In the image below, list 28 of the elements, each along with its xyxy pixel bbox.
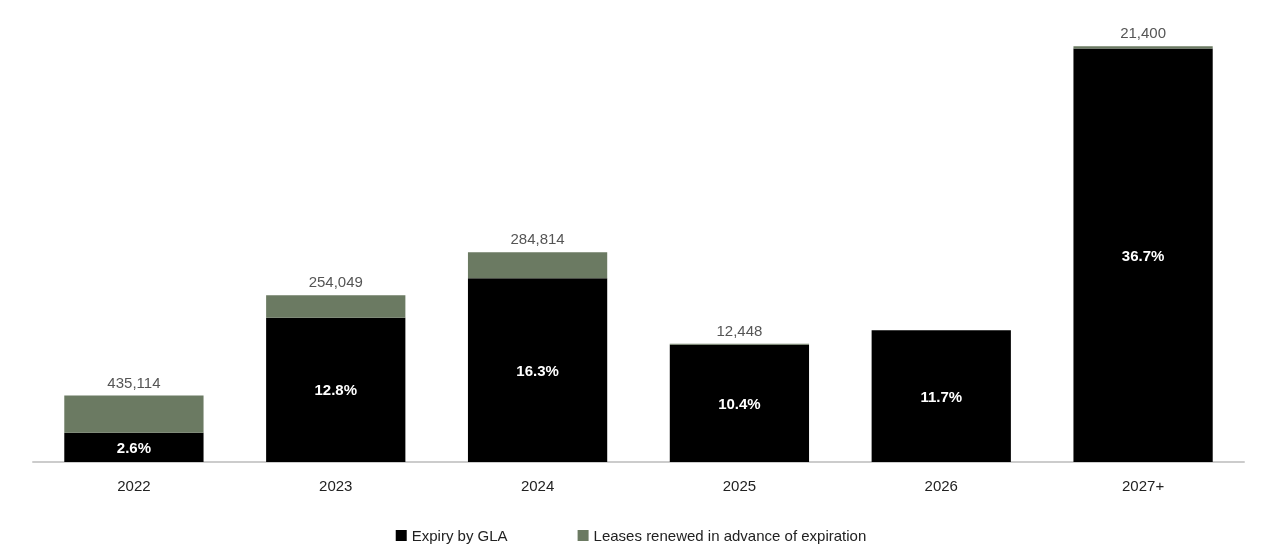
x-tick-label: 2025: [722, 477, 757, 494]
bar: [467, 278, 608, 462]
annotation: 254,049: [308, 273, 363, 291]
x-tick-label: 2022: [117, 477, 151, 494]
bar: [64, 432, 204, 462]
legend-label: Leases renewed in advance of expiration: [593, 527, 867, 544]
data-label: 16.3%: [516, 361, 559, 379]
x-tick-label: 2027+: [1122, 477, 1165, 494]
annotation: 284,814: [510, 230, 565, 248]
data-label: 11.7%: [920, 387, 963, 405]
legend-label: Expiry by GLA: [411, 527, 508, 544]
x-tick-label: 2026: [924, 477, 958, 494]
annotation: 12,448: [716, 321, 763, 339]
x-tick-label: 2023: [319, 477, 353, 494]
bar: [467, 252, 608, 279]
annotation: 21,400: [1120, 24, 1167, 42]
bar: [669, 344, 810, 462]
bar: [1073, 48, 1213, 462]
bar: [871, 330, 1011, 462]
data-label: 10.4%: [718, 394, 761, 412]
data-label: 2.6%: [116, 438, 152, 456]
bar: [64, 395, 204, 433]
data-label: 12.8%: [314, 381, 358, 399]
x-tick-label: 2024: [520, 477, 555, 494]
bar: [266, 295, 406, 318]
annotation: 435,114: [107, 373, 161, 391]
data-label: 36.7%: [1121, 246, 1165, 264]
bar: [266, 317, 406, 462]
